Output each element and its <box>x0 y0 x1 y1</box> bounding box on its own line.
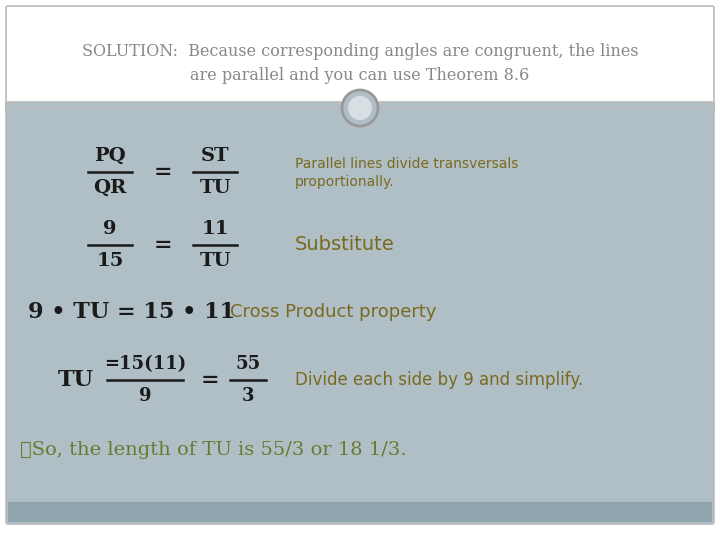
Text: =15(11): =15(11) <box>104 355 186 373</box>
Text: ST: ST <box>201 147 229 165</box>
Text: 15: 15 <box>96 252 124 271</box>
Text: proportionally.: proportionally. <box>295 175 395 189</box>
Text: 9: 9 <box>103 220 117 238</box>
Text: TU: TU <box>58 369 94 391</box>
Text: QR: QR <box>94 179 127 197</box>
Circle shape <box>342 90 378 126</box>
Text: 55: 55 <box>235 355 261 373</box>
Text: 9 • TU = 15 • 11: 9 • TU = 15 • 11 <box>28 301 235 323</box>
Text: TU: TU <box>199 179 230 197</box>
Text: TU: TU <box>199 252 230 271</box>
Text: =: = <box>153 234 172 256</box>
Text: Parallel lines divide transversals: Parallel lines divide transversals <box>295 157 518 171</box>
Text: Substitute: Substitute <box>295 235 395 254</box>
Circle shape <box>348 96 372 120</box>
Text: Cross Product property: Cross Product property <box>230 303 436 321</box>
FancyBboxPatch shape <box>6 6 714 110</box>
Text: ➤So, the length of TU is 55/3 or 18 1/3.: ➤So, the length of TU is 55/3 or 18 1/3. <box>20 441 407 459</box>
Text: =: = <box>153 161 172 183</box>
Bar <box>8 502 712 522</box>
Text: =: = <box>201 369 220 391</box>
Text: 9: 9 <box>139 387 151 406</box>
Text: are parallel and you can use Theorem 8.6: are parallel and you can use Theorem 8.6 <box>190 66 530 84</box>
Text: SOLUTION:  Because corresponding angles are congruent, the lines: SOLUTION: Because corresponding angles a… <box>81 44 639 60</box>
Text: PQ: PQ <box>94 147 126 165</box>
Text: Divide each side by 9 and simplify.: Divide each side by 9 and simplify. <box>295 371 583 389</box>
FancyBboxPatch shape <box>6 102 714 524</box>
Text: 3: 3 <box>242 387 254 405</box>
Text: 11: 11 <box>202 220 229 238</box>
